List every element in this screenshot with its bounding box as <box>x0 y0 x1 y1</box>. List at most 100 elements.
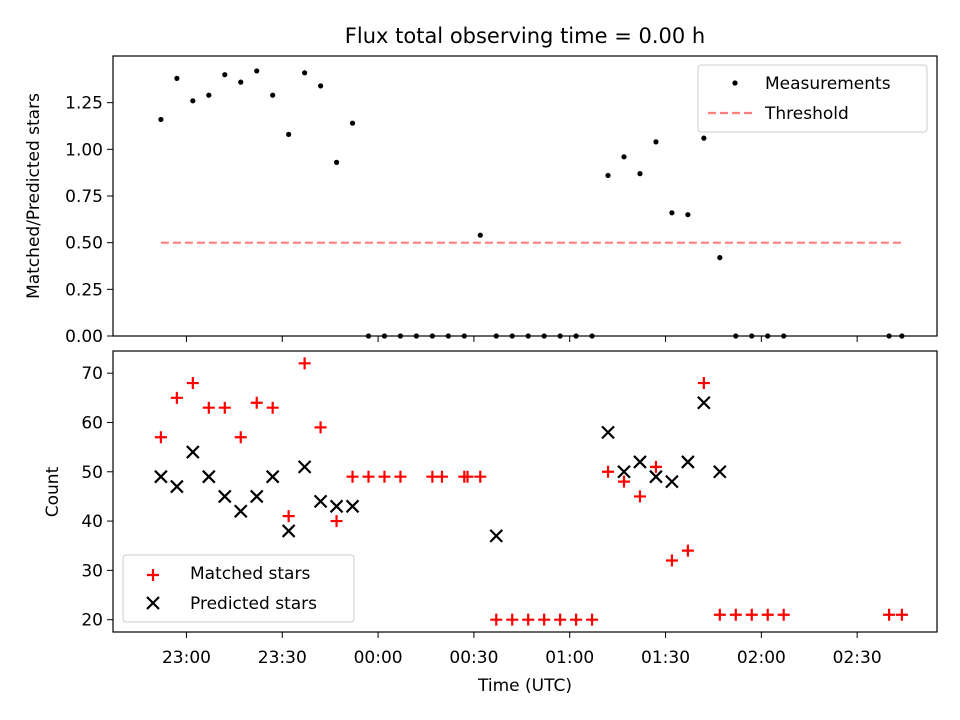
measurement-point <box>286 131 292 137</box>
x-tick-label: 01:30 <box>641 648 690 668</box>
matched-point <box>618 475 631 488</box>
matched-point <box>474 470 487 483</box>
measurement-point <box>222 72 228 78</box>
top-plot-frame <box>112 55 938 337</box>
predicted-point <box>329 499 344 514</box>
matched-point <box>697 377 710 390</box>
y-tick-label: 1.00 <box>65 140 103 160</box>
matched-point <box>170 391 183 404</box>
matched-point <box>330 515 343 528</box>
predicted-point <box>218 489 232 504</box>
predicted-point <box>313 494 328 509</box>
measurement-point <box>717 255 723 261</box>
y-tick-label: 20 <box>81 611 103 631</box>
y-tick-label: 0.50 <box>65 234 103 254</box>
measurement-point <box>317 83 324 89</box>
top-y-ticks: 0.00 0.25 0.50 0.75 1.00 1.25 <box>65 94 113 347</box>
bottom-legend-box <box>122 554 355 623</box>
predicted-point <box>345 499 360 514</box>
legend-matched-label: Matched stars <box>190 564 310 584</box>
matched-point <box>314 421 327 434</box>
predicted-point <box>713 465 727 479</box>
y-tick-label: 30 <box>81 561 103 581</box>
measurement-point <box>653 139 659 145</box>
predicted-point <box>202 469 216 484</box>
y-tick-label: 40 <box>81 512 103 532</box>
predicted-point <box>249 489 264 504</box>
predicted-point <box>633 455 647 469</box>
bottom-y-ticks: 20 30 40 50 60 70 <box>81 364 113 631</box>
matched-point <box>538 613 551 626</box>
x-tick-label: 00:00 <box>354 648 403 668</box>
matched-point <box>649 460 662 473</box>
matched-point <box>681 544 694 557</box>
x-axis-label: Time (UTC) <box>477 676 572 696</box>
matched-point <box>266 401 279 414</box>
matched-point <box>154 431 167 444</box>
legend-threshold-label: Threshold <box>764 104 849 124</box>
x-tick-label: 23:00 <box>162 648 211 668</box>
matched-point <box>346 470 359 483</box>
top-legend-box <box>697 64 928 133</box>
matched-point <box>362 470 375 483</box>
measurement-point <box>270 92 276 98</box>
measurement-point <box>206 92 212 98</box>
predicted-point <box>601 425 615 440</box>
predicted-point <box>665 474 679 489</box>
x-tick-label: 00:30 <box>449 648 498 668</box>
matched-point <box>298 357 311 370</box>
y-tick-label: 50 <box>81 463 103 483</box>
measurement-point <box>637 171 643 177</box>
top-y-axis-label: Matched/Predicted stars <box>24 93 44 299</box>
x-tick-label: 23:30 <box>258 648 307 668</box>
predicted-point <box>154 469 168 484</box>
matched-point <box>895 608 908 621</box>
legend-matched-marker <box>147 569 159 581</box>
matched-point <box>761 608 774 621</box>
matched-point <box>202 401 215 414</box>
predicted-point <box>281 524 296 538</box>
matched-point <box>522 613 535 626</box>
bottom-y-axis-label: Count <box>43 466 63 517</box>
predicted-point <box>697 395 711 410</box>
top-panel: Flux total observing time = 0.00 h 0.000… <box>24 24 938 347</box>
matched-point <box>745 608 758 621</box>
x-tick-label: 01:00 <box>545 648 594 668</box>
matched-point <box>435 470 448 483</box>
x-tick-label: 02:00 <box>737 648 786 668</box>
predicted-point <box>681 455 695 469</box>
legend-measurements-marker <box>732 80 738 86</box>
measurement-point <box>333 159 340 165</box>
matched-point <box>729 608 742 621</box>
matched-point <box>394 470 407 483</box>
y-tick-label: 0.75 <box>65 187 103 207</box>
matched-point <box>633 490 646 503</box>
measurement-point <box>254 68 260 74</box>
measurement-point <box>669 210 675 216</box>
matched-point <box>554 613 567 626</box>
y-tick-label: 0.25 <box>65 280 103 300</box>
matched-point <box>665 554 678 567</box>
predicted-point <box>649 469 663 484</box>
predicted-point <box>233 504 248 518</box>
matched-point <box>218 401 231 414</box>
measurement-point <box>701 135 707 141</box>
y-tick-label: 0.00 <box>65 327 103 347</box>
measurement-point <box>605 172 611 179</box>
matched-point <box>282 510 295 523</box>
bottom-panel: 20 30 40 50 60 70 23:00 23:30 00:00 00:30 01:00 01… <box>43 350 938 696</box>
chart-title: Flux total observing time = 0.00 h <box>345 24 705 48</box>
bottom-marks <box>154 357 908 626</box>
bottom-x-ticks: 23:00 23:30 00:00 00:30 01:00 01:30 02:00 02:30 <box>162 632 882 668</box>
measurement-point <box>477 232 483 238</box>
matched-point <box>883 608 896 621</box>
measurement-point <box>158 116 164 123</box>
matched-point <box>378 470 391 483</box>
predicted-point <box>617 465 631 479</box>
matched-point <box>490 613 503 626</box>
predicted-point <box>489 529 504 543</box>
measurement-point <box>621 154 627 160</box>
y-tick-label: 1.25 <box>65 94 103 114</box>
y-tick-label: 60 <box>81 413 103 433</box>
matched-point <box>186 377 199 390</box>
